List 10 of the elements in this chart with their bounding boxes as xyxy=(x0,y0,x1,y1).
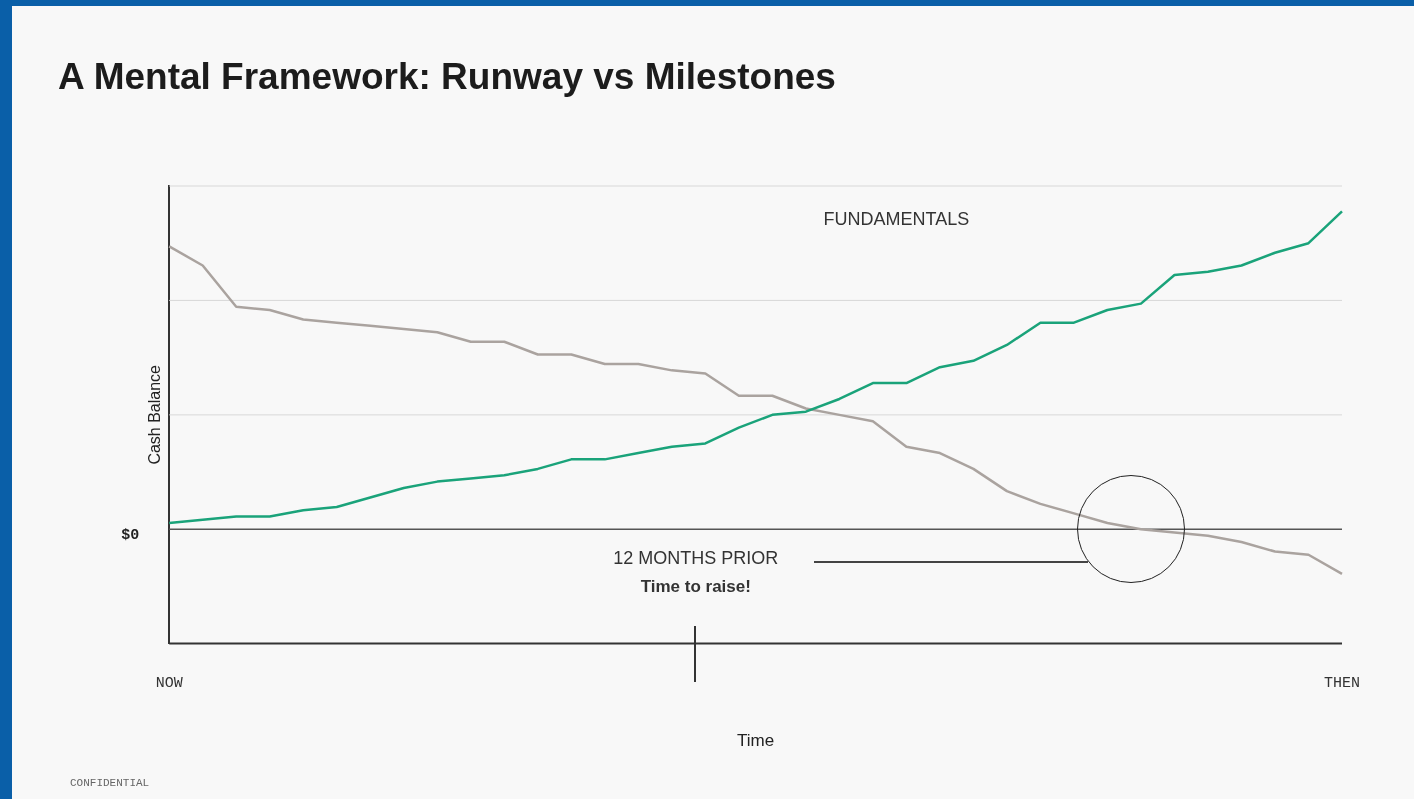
x-axis-title: Time xyxy=(737,731,775,751)
x-tick-label: THEN xyxy=(1323,674,1361,692)
text: Time to raise! xyxy=(640,576,751,597)
annotation: 12 MONTHS PRIOR xyxy=(613,548,779,570)
y-axis-title: Cash Balance xyxy=(146,364,164,465)
x-tick-label: NOW xyxy=(155,674,183,692)
ref-line-label: $0 xyxy=(121,527,140,545)
text: CONFIDENTIAL xyxy=(70,777,150,789)
chart-title: A Mental Framework: Runway vs Milestones xyxy=(58,56,836,98)
annotation: FUNDAMENTALS xyxy=(823,209,970,230)
